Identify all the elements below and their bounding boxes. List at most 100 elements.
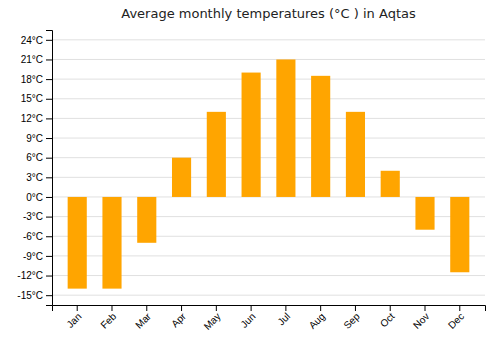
y-tick: 21°C — [21, 54, 52, 65]
x-tick-label: Mar — [133, 310, 153, 330]
y-tick-mark — [46, 256, 52, 257]
x-tick-label: Aug — [307, 311, 327, 331]
x-tick-label: Jun — [238, 311, 257, 330]
x-tick-mark — [425, 305, 426, 311]
y-tick-mark — [46, 40, 52, 41]
x-tick: Feb — [98, 305, 118, 331]
y-tick: 12°C — [21, 113, 52, 124]
y-tick-label: 9°C — [26, 133, 43, 144]
x-tick-label: Jul — [275, 311, 292, 328]
x-tick-mark — [77, 305, 78, 311]
y-tick: 15°C — [21, 93, 52, 104]
x-tick: Aug — [307, 305, 327, 331]
x-tick-mark — [285, 305, 286, 311]
y-tick-label: 0°C — [26, 192, 43, 203]
x-tick-label: Apr — [169, 310, 188, 329]
y-tick: -6°C — [23, 231, 52, 242]
y-tick-mark — [46, 138, 52, 139]
y-tick-mark — [46, 236, 52, 237]
y-tick: -15°C — [17, 290, 52, 301]
y-tick-label: 12°C — [21, 113, 43, 124]
grid-line — [52, 295, 485, 296]
x-tick-mark — [320, 305, 321, 311]
x-tick-label: Oct — [378, 311, 397, 330]
grid-line — [52, 177, 485, 178]
x-tick-label: Nov — [411, 311, 431, 331]
y-tick: 24°C — [21, 35, 52, 46]
grid-line — [52, 98, 485, 99]
x-axis: JanFebMarAprMayJunJulAugSepOctNovDec — [53, 305, 486, 332]
bar — [311, 76, 330, 197]
x-tick: Nov — [411, 305, 431, 331]
x-tick: Mar — [133, 305, 153, 331]
x-tick-label: Feb — [98, 310, 118, 330]
x-tick: Jun — [238, 305, 257, 330]
y-tick: 0°C — [26, 192, 52, 203]
grid-line — [52, 79, 485, 80]
x-tick-mark — [146, 305, 147, 311]
x-tick-mark — [181, 305, 182, 311]
bar — [276, 59, 295, 197]
y-tick-mark — [46, 99, 52, 100]
y-tick-label: 18°C — [21, 74, 43, 85]
x-tick-mark — [251, 305, 252, 311]
bar — [381, 171, 400, 197]
y-tick-mark — [46, 177, 52, 178]
x-tick: Jan — [64, 305, 83, 330]
bar — [415, 197, 434, 230]
bar — [207, 112, 226, 197]
x-tick: Oct — [378, 305, 397, 329]
y-tick-label: 15°C — [21, 93, 43, 104]
title: Average monthly temperatures (°C ) in Aq… — [121, 6, 416, 21]
y-tick-mark — [46, 158, 52, 159]
y-tick-mark — [46, 276, 52, 277]
grid-line — [52, 59, 485, 60]
x-tick: Sep — [341, 305, 362, 331]
y-tick-label: -3°C — [23, 211, 43, 222]
bar — [242, 73, 261, 197]
y-tick-mark — [46, 118, 52, 119]
y-tick-mark — [46, 79, 52, 80]
grid-line — [52, 138, 485, 139]
grid-line — [52, 39, 485, 40]
y-tick-label: -15°C — [17, 290, 43, 301]
y-tick-label: -9°C — [23, 251, 43, 262]
bar — [102, 197, 121, 289]
x-tick: Dec — [446, 305, 466, 331]
y-tick-label: -12°C — [17, 270, 43, 281]
y-tick-label: 6°C — [26, 152, 43, 163]
y-tick-mark — [46, 217, 52, 218]
y-tick-label: 3°C — [26, 172, 43, 183]
x-axis-line — [53, 306, 486, 312]
y-tick-label: 21°C — [21, 54, 43, 65]
y-tick-mark — [46, 197, 52, 198]
bars — [68, 59, 470, 288]
grid-line — [52, 118, 485, 119]
x-tick-mark — [355, 305, 356, 311]
y-axis-line — [46, 31, 53, 306]
x-tick-mark — [390, 305, 391, 311]
y-tick-label: -6°C — [23, 231, 43, 242]
y-tick: -3°C — [23, 211, 52, 222]
y-tick: 3°C — [26, 172, 52, 183]
y-axis: -15°C -12°C -9°C -6°C -3°C 0°C 3°C 6°C 9°C 12°C 15… — [17, 31, 52, 306]
bar — [68, 197, 87, 289]
plot-area: -15°C -12°C -9°C -6°C -3°C 0°C 3°C 6°C 9°C 12°C 15… — [17, 31, 485, 332]
bar — [346, 112, 365, 197]
y-tick: -12°C — [17, 270, 52, 281]
y-tick-label: 24°C — [21, 35, 43, 46]
bar — [172, 158, 191, 197]
grid — [52, 40, 485, 295]
y-tick-mark — [46, 295, 52, 296]
x-tick: Jul — [275, 305, 292, 327]
y-tick: -9°C — [23, 251, 52, 262]
bar — [450, 197, 469, 272]
y-tick-mark — [46, 59, 52, 60]
x-tick-mark — [459, 305, 460, 311]
chart: -15°C -12°C -9°C -6°C -3°C 0°C 3°C 6°C 9°C 12°C 15… — [0, 0, 500, 350]
bar — [137, 197, 156, 243]
y-tick: 9°C — [26, 133, 52, 144]
y-tick: 18°C — [21, 74, 52, 85]
x-tick: Apr — [169, 305, 188, 329]
x-tick-mark — [111, 305, 112, 311]
